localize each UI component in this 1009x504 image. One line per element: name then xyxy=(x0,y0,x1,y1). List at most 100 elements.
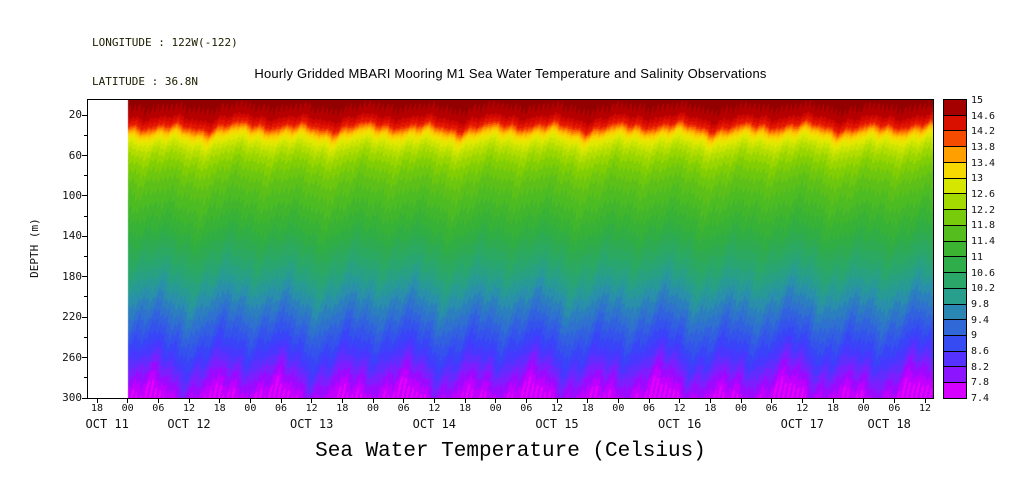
x-tick-mark xyxy=(740,399,742,403)
x-tick-mark xyxy=(893,399,895,403)
colorbar-cell xyxy=(944,336,966,352)
x-tick-mark xyxy=(495,399,497,403)
colorbar-tick-label: 13.4 xyxy=(971,157,996,169)
y-tick-label: 220 xyxy=(62,310,82,324)
colorbar-cell xyxy=(944,241,966,258)
x-tick-mark xyxy=(801,399,803,403)
y-tick-mark xyxy=(82,316,87,318)
y-tick-mark xyxy=(82,195,87,197)
colorbar-cell xyxy=(944,273,966,289)
x-hour-tick-label: 18 xyxy=(826,403,840,414)
x-tick-mark xyxy=(709,399,711,403)
x-hour-tick-label: 06 xyxy=(765,403,778,414)
x-hour-tick-label: 12 xyxy=(305,403,318,414)
colorbar-cell xyxy=(944,320,966,337)
y-tick-label: 180 xyxy=(62,269,82,283)
y-tick-label: 140 xyxy=(62,229,82,243)
colorbar-tick-label: 9 xyxy=(971,330,978,342)
y-minor-tick-mark xyxy=(84,175,87,177)
x-tick-mark xyxy=(832,399,834,403)
colorbar-tick-label: 13 xyxy=(971,173,984,185)
x-hour-tick-label: 06 xyxy=(152,403,165,414)
x-tick-mark xyxy=(311,399,313,403)
x-hour-tick-label: 12 xyxy=(673,403,686,414)
x-date-label: OCT 14 xyxy=(412,417,456,431)
x-hour-tick-label: 18 xyxy=(704,403,717,414)
x-hour-tick-label: 12 xyxy=(428,403,441,414)
colorbar-tick-label: 11 xyxy=(971,251,984,263)
x-hour-tick-label: 18 xyxy=(213,403,226,414)
x-date-label: OCT 12 xyxy=(167,417,211,431)
x-tick-mark xyxy=(219,399,221,403)
colorbar-cell xyxy=(944,225,966,242)
x-date-label: OCT 15 xyxy=(535,417,579,431)
colorbar-cell xyxy=(944,100,966,116)
x-hour-tick-label: 18 xyxy=(90,403,104,414)
colorbar-cell xyxy=(944,131,966,148)
colorbar-tick-label: 7.8 xyxy=(971,377,990,389)
colorbar-tick-label: 12.6 xyxy=(971,189,996,201)
x-tick-mark xyxy=(403,399,405,403)
x-date-label: OCT 16 xyxy=(657,417,702,431)
colorbar-tick-label: 9.8 xyxy=(971,298,990,310)
x-hour-tick-label: 00 xyxy=(366,403,380,414)
x-hour-tick-label: 00 xyxy=(121,403,134,414)
y-minor-tick-mark xyxy=(84,336,87,338)
y-tick-label: 60 xyxy=(68,148,82,162)
x-tick-mark xyxy=(525,399,527,403)
y-tick-label: 300 xyxy=(62,391,82,404)
colorbar-tick-label: 7.4 xyxy=(971,393,990,404)
x-tick-mark xyxy=(157,399,159,403)
x-date-label: OCT 17 xyxy=(780,417,824,431)
y-tick-mark xyxy=(82,114,87,116)
colorbar-cell xyxy=(944,383,966,398)
colorbar-tick-label: 13.8 xyxy=(971,142,996,154)
colorbar-tick-label: 11.8 xyxy=(971,220,996,232)
colorbar xyxy=(943,99,967,399)
x-hour-tick-label: 06 xyxy=(642,403,656,414)
y-minor-tick-mark xyxy=(84,296,87,298)
y-tick-label: 100 xyxy=(62,188,82,202)
colorbar-cell xyxy=(944,304,966,321)
x-hour-tick-label: 06 xyxy=(888,403,901,414)
colorbar-tick-label: 9.4 xyxy=(971,314,990,326)
x-hour-tick-label: 18 xyxy=(458,403,472,414)
x-hour-tick-label: 00 xyxy=(857,403,870,414)
y-tick-mark xyxy=(82,235,87,237)
y-tick-label: 260 xyxy=(62,350,82,364)
x-date-label: OCT 11 xyxy=(85,417,129,431)
x-hour-tick-label: 18 xyxy=(336,403,349,414)
y-tick-label: 20 xyxy=(68,108,82,122)
colorbar-tick-label: 14.2 xyxy=(971,126,996,138)
x-tick-mark xyxy=(280,399,282,403)
y-tick-mark xyxy=(82,397,87,399)
colorbar-cell xyxy=(944,210,966,226)
colorbar-tick-label: 12.2 xyxy=(971,204,996,216)
colorbar-tick-label: 11.4 xyxy=(971,236,996,248)
chart-caption: Sea Water Temperature (Celsius) xyxy=(315,440,706,463)
colorbar-tick-label: 15 xyxy=(971,95,984,106)
x-hour-tick-label: 12 xyxy=(918,403,932,414)
latitude-label: LATITUDE : 36.8N xyxy=(92,75,198,88)
colorbar-tick-label: 8.6 xyxy=(971,345,990,357)
colorbar-cell xyxy=(944,351,966,368)
x-tick-mark xyxy=(556,399,558,403)
x-tick-mark xyxy=(127,399,129,403)
x-tick-mark xyxy=(96,399,98,403)
x-tick-mark xyxy=(863,399,865,403)
x-tick-mark xyxy=(587,399,589,403)
x-hour-tick-label: 12 xyxy=(550,403,564,414)
x-tick-mark xyxy=(924,399,926,403)
y-minor-tick-mark xyxy=(84,134,87,136)
y-minor-tick-mark xyxy=(84,256,87,258)
x-tick-mark xyxy=(249,399,251,403)
x-tick-mark xyxy=(433,399,435,403)
colorbar-cell xyxy=(944,147,966,163)
y-tick-mark xyxy=(82,357,87,359)
y-axis-label: DEPTH (m) xyxy=(28,218,41,278)
x-tick-mark xyxy=(372,399,374,403)
x-hour-tick-label: 06 xyxy=(274,403,288,414)
heatmap-canvas xyxy=(88,100,933,398)
colorbar-cell xyxy=(944,162,966,179)
